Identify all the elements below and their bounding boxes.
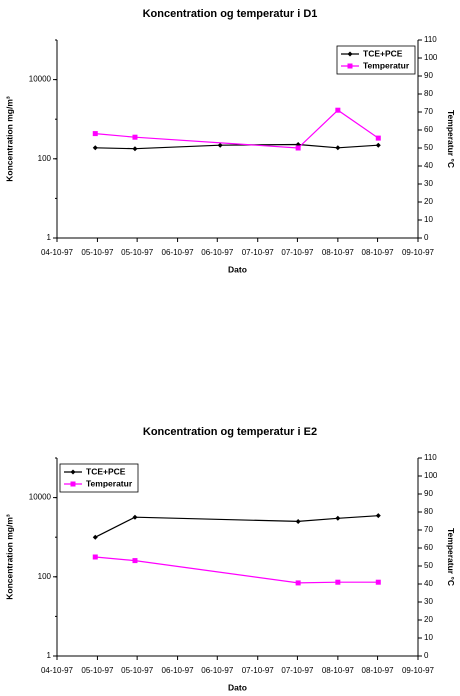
x-tick-label: 09-10-97 xyxy=(402,666,435,675)
point xyxy=(92,534,98,540)
legend-marker xyxy=(347,63,353,69)
point xyxy=(375,579,381,585)
x-axis-label: Dato xyxy=(228,264,247,274)
y2-tick-label: 60 xyxy=(424,125,433,134)
legend-label: Temperatur xyxy=(86,478,133,488)
point xyxy=(92,554,98,560)
y2-tick-label: 70 xyxy=(424,107,433,116)
y2-tick-label: 100 xyxy=(424,53,438,62)
x-tick-label: 05-10-97 xyxy=(121,666,154,675)
point xyxy=(335,515,341,521)
point xyxy=(132,134,138,140)
x-tick-label: 06-10-97 xyxy=(162,248,195,257)
y2-tick-label: 80 xyxy=(424,89,433,98)
point xyxy=(92,131,98,137)
y2-tick-label: 50 xyxy=(424,143,433,152)
x-tick-label: 04-10-97 xyxy=(41,666,74,675)
x-tick-label: 08-10-97 xyxy=(362,248,395,257)
legend-label: TCE+PCE xyxy=(86,466,126,476)
y2-tick-label: 30 xyxy=(424,179,433,188)
y2-tick-label: 30 xyxy=(424,597,433,606)
x-tick-label: 06-10-97 xyxy=(201,248,234,257)
point xyxy=(92,145,98,151)
legend-marker xyxy=(70,469,76,475)
legend-label: TCE+PCE xyxy=(363,48,403,58)
y2-tick-label: 10 xyxy=(424,215,433,224)
y2-tick-label: 50 xyxy=(424,561,433,570)
x-tick-label: 04-10-97 xyxy=(41,248,74,257)
x-tick-label: 07-10-97 xyxy=(281,666,314,675)
x-tick-label: 06-10-97 xyxy=(162,666,195,675)
point xyxy=(295,580,301,586)
point xyxy=(132,146,138,152)
legend-marker xyxy=(347,51,353,57)
y2-tick-label: 90 xyxy=(424,489,433,498)
point xyxy=(295,518,301,524)
y2-tick-label: 70 xyxy=(424,525,433,534)
legend-box xyxy=(59,463,139,493)
point xyxy=(132,514,138,520)
y2-tick-label: 80 xyxy=(424,507,433,516)
x-axis-label: Dato xyxy=(228,682,247,692)
x-tick-label: 05-10-97 xyxy=(121,248,154,257)
y-tick-label: 100 xyxy=(38,572,52,581)
point xyxy=(375,135,381,141)
x-tick-label: 08-10-97 xyxy=(362,666,395,675)
x-tick-label: 06-10-97 xyxy=(201,666,234,675)
y-axis-label: Koncentration mg/m³ xyxy=(4,514,14,600)
point xyxy=(132,558,138,564)
y2-tick-label: 10 xyxy=(424,633,433,642)
legend-box xyxy=(336,45,416,75)
y2-tick-label: 20 xyxy=(424,615,433,624)
y2-tick-label: 20 xyxy=(424,197,433,206)
y2-tick-label: 60 xyxy=(424,543,433,552)
y-tick-label: 100 xyxy=(38,154,52,163)
point xyxy=(335,145,341,151)
x-tick-label: 08-10-97 xyxy=(322,248,355,257)
y2-tick-label: 40 xyxy=(424,161,433,170)
y2-tick-label: 0 xyxy=(424,233,429,242)
chart-title: Koncentration og temperatur i D1 xyxy=(143,8,318,20)
y-tick-label: 1 xyxy=(47,651,52,660)
y-axis-label: Koncentration mg/m³ xyxy=(4,96,14,182)
point xyxy=(375,513,381,519)
point xyxy=(217,142,223,148)
point xyxy=(295,145,301,151)
point xyxy=(335,579,341,585)
y-tick-label: 10000 xyxy=(29,493,52,502)
x-tick-label: 05-10-97 xyxy=(81,248,114,257)
series-line xyxy=(95,556,379,584)
y2-axis-label: Temperatur °C xyxy=(446,110,456,168)
y2-tick-label: 110 xyxy=(424,35,437,44)
y2-axis-label: Temperatur °C xyxy=(446,528,456,586)
chart: Koncentration og temperatur i E211001000… xyxy=(4,426,456,692)
x-tick-label: 07-10-97 xyxy=(242,666,275,675)
x-tick-label: 07-10-97 xyxy=(242,248,275,257)
x-tick-label: 08-10-97 xyxy=(322,666,355,675)
y2-tick-label: 0 xyxy=(424,651,429,660)
y2-tick-label: 110 xyxy=(424,453,437,462)
y-tick-label: 10000 xyxy=(29,75,52,84)
chart: Koncentration og temperatur i D111001000… xyxy=(4,8,456,274)
chart-title: Koncentration og temperatur i E2 xyxy=(143,426,317,438)
x-tick-label: 07-10-97 xyxy=(281,248,314,257)
point xyxy=(375,142,381,148)
y-tick-label: 1 xyxy=(47,233,52,242)
x-tick-label: 09-10-97 xyxy=(402,248,435,257)
y2-tick-label: 100 xyxy=(424,471,438,480)
series-line xyxy=(95,109,379,149)
legend-label: Temperatur xyxy=(363,60,410,70)
legend-marker xyxy=(70,481,76,487)
y2-tick-label: 40 xyxy=(424,579,433,588)
x-tick-label: 05-10-97 xyxy=(81,666,114,675)
point xyxy=(335,107,341,113)
series-line xyxy=(95,515,379,538)
y2-tick-label: 90 xyxy=(424,71,433,80)
